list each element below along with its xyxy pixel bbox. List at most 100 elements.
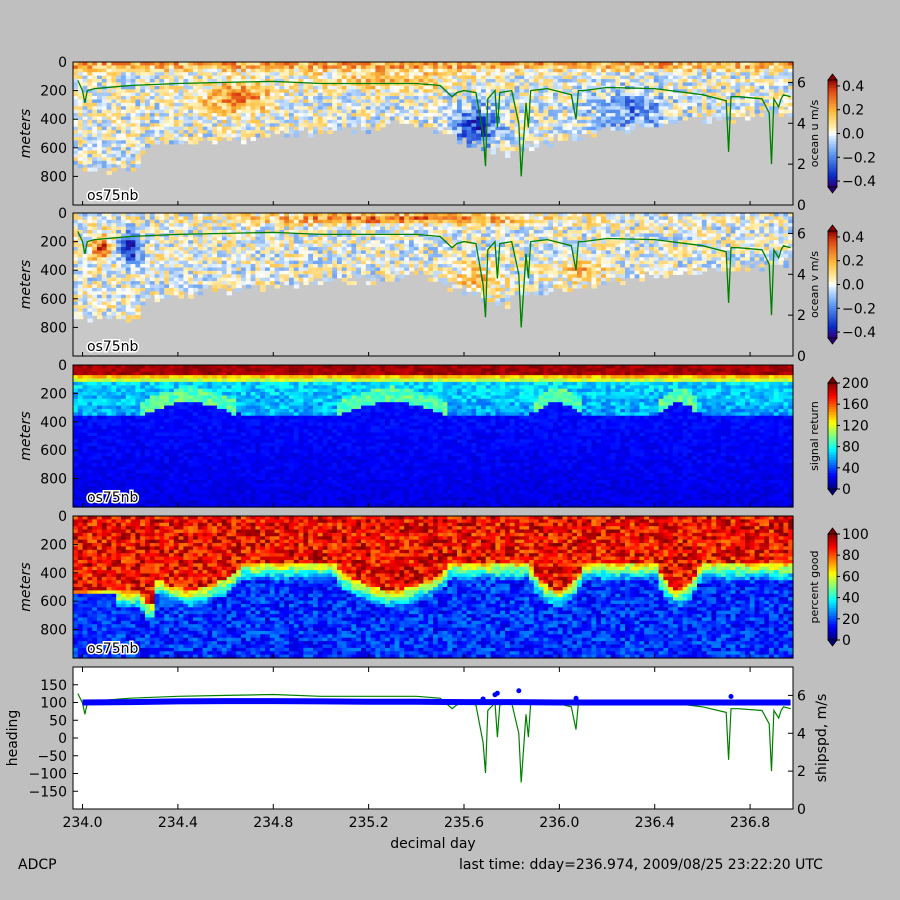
heatmap-cell — [183, 62, 189, 66]
heatmap-cell — [394, 106, 400, 111]
heatmap-cell — [97, 304, 103, 309]
heatmap-cell — [773, 102, 780, 107]
heatmap-cell — [289, 274, 295, 279]
heatmap-cell — [788, 79, 794, 84]
heatmap-cell — [677, 82, 684, 87]
heatmap-cell — [116, 82, 122, 87]
heatmap-cell — [188, 236, 194, 241]
heatmap-cell — [404, 68, 410, 73]
heatmap-cell — [303, 216, 309, 221]
heatmap-cell — [485, 75, 492, 80]
heatmap-cell — [442, 75, 448, 80]
heatmap-cell — [145, 270, 151, 275]
heatmap-cell — [97, 113, 103, 118]
heatmap-cell — [106, 226, 112, 231]
heatmap-cell — [317, 65, 324, 70]
heatmap-cell — [149, 96, 156, 101]
heatmap-cell — [461, 119, 468, 124]
heatmap-cell — [130, 85, 136, 90]
heatmap-cell — [193, 65, 199, 70]
heatmap-cell — [231, 109, 237, 114]
colorbar-swatch — [828, 165, 837, 169]
heatmap-cell — [298, 270, 304, 275]
heatmap-cell — [697, 109, 703, 114]
heatmap-cell — [557, 102, 564, 107]
heatmap-cell — [97, 126, 103, 131]
heatmap-cell — [577, 136, 583, 141]
heatmap-cell — [380, 243, 386, 248]
heatmap-cell — [193, 82, 199, 87]
heatmap-cell — [337, 75, 343, 80]
heatmap-cell — [154, 106, 160, 111]
heatmap-cell — [692, 89, 698, 94]
heatmap-cell — [111, 223, 117, 228]
heatmap-cell — [298, 236, 304, 241]
heatmap-cell — [337, 126, 343, 131]
heatmap-cell — [245, 113, 252, 118]
heatmap-cell — [87, 267, 93, 272]
heatmap-cell — [245, 281, 252, 286]
heatmap-cell — [303, 113, 309, 118]
heatmap-cell — [481, 62, 487, 66]
heatmap-cell — [346, 109, 352, 114]
heatmap-cell — [293, 89, 300, 94]
heatmap-cell — [73, 143, 79, 148]
heatmap-cell — [351, 250, 357, 255]
heatmap-cell — [231, 219, 237, 224]
heatmap-cell — [212, 240, 218, 245]
heatmap-cell — [481, 72, 487, 77]
heatmap-cell — [221, 126, 228, 131]
heatmap-cell — [202, 99, 208, 104]
heatmap-cell — [548, 136, 554, 141]
heatmap-cell — [471, 92, 477, 97]
heatmap-cell — [303, 270, 309, 275]
heatmap-cell — [149, 133, 156, 138]
heatmap-cell — [265, 233, 271, 238]
heatmap-cell — [197, 260, 204, 265]
heatmap-cell — [404, 264, 410, 269]
heatmap-cell — [274, 284, 280, 289]
colorbar-swatch — [828, 114, 837, 118]
heatmap-cell — [706, 109, 712, 114]
heatmap-cell — [783, 96, 789, 101]
heatmap-cell — [145, 62, 151, 66]
heatmap-cell — [370, 247, 376, 252]
heatmap-cell — [231, 267, 237, 272]
heatmap-cell — [327, 99, 333, 104]
heatmap-cell — [236, 240, 242, 245]
heatmap-cell — [409, 65, 415, 70]
heatmap-cell — [145, 75, 151, 80]
heatmap-cell — [596, 102, 602, 107]
heatmap-cell — [125, 150, 132, 155]
heatmap-cell — [615, 106, 621, 111]
heatmap-cell — [82, 253, 88, 258]
heatmap-cell — [514, 130, 520, 135]
heatmap-cell — [577, 126, 583, 131]
heatmap-cell — [269, 260, 276, 265]
heatmap-cell — [490, 123, 496, 128]
heatmap-cell — [586, 85, 592, 90]
heatmap-cell — [260, 119, 266, 124]
heatmap-cell — [149, 140, 156, 145]
heatmap-cell — [298, 85, 304, 90]
heatmap-cell — [111, 270, 117, 275]
heatmap-cell — [169, 284, 175, 289]
y-tick-label: 200 — [40, 84, 67, 100]
heatmap-cell — [92, 308, 98, 313]
heatmap-cell — [327, 130, 333, 135]
heatmap-cell — [101, 298, 108, 303]
heatmap-cell — [73, 85, 79, 90]
heatmap-cell — [572, 130, 578, 135]
heatmap-cell — [322, 260, 328, 265]
heatmap-cell — [591, 123, 597, 128]
heatmap-cell — [130, 130, 136, 135]
heatmap-cell — [188, 250, 194, 255]
heatmap-cell — [596, 123, 602, 128]
heatmap-cell — [159, 62, 165, 66]
heatmap-cell — [773, 106, 780, 111]
heatmap-cell — [260, 102, 266, 107]
heatmap-cell — [385, 109, 391, 114]
heatmap-cell — [394, 277, 400, 282]
heatmap-cell — [82, 304, 88, 309]
